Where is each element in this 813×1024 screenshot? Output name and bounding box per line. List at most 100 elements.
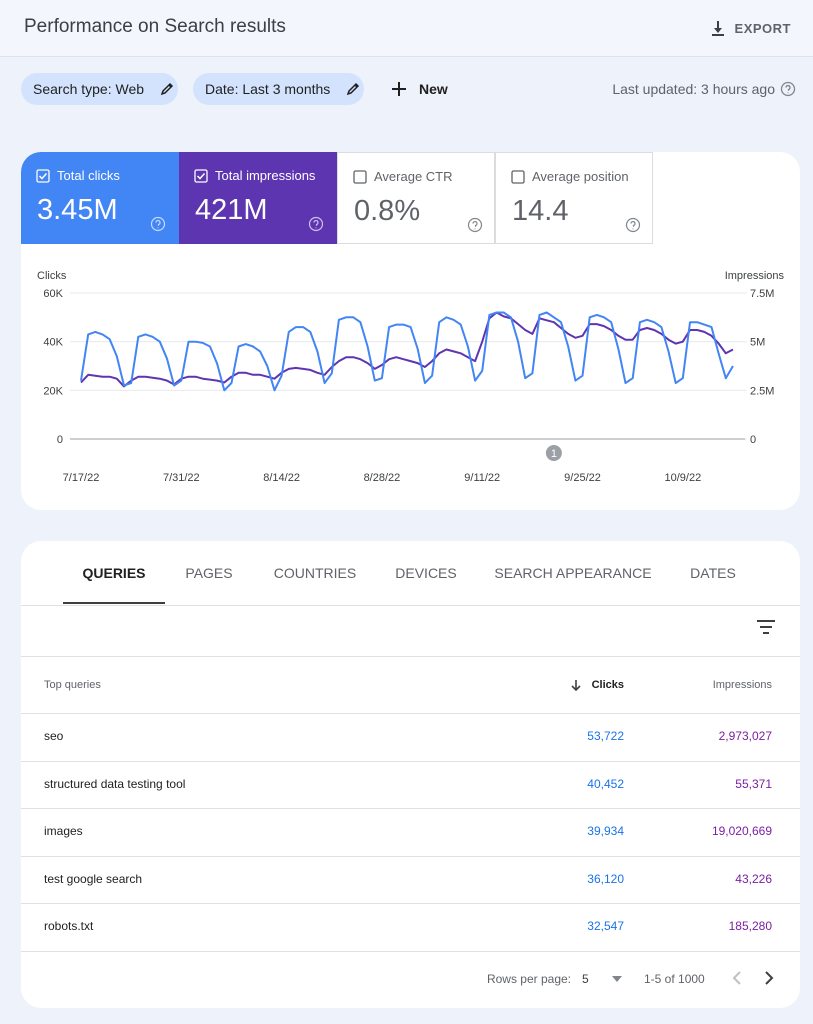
metric-label: Total impressions [215, 168, 316, 183]
help-circle [467, 217, 483, 233]
metric-label: Total clicks [57, 168, 120, 183]
divider [21, 855, 800, 857]
column-header[interactable]: Impressions [712, 679, 772, 691]
export-button[interactable]: EXPORT [734, 21, 791, 36]
divider [21, 656, 800, 657]
metric-value: 14.4 [512, 195, 569, 227]
dropdown-icon[interactable] [611, 975, 623, 983]
checkmark [38, 172, 48, 180]
series-line [80, 311, 734, 388]
metric-value: 3.45M [37, 194, 118, 226]
metric-label: Average position [532, 169, 629, 184]
help-icon[interactable] [467, 217, 483, 233]
page-title: Performance on Search results [24, 16, 286, 37]
metric-tile[interactable]: Average CTR 0.8% [337, 152, 495, 244]
checkbox[interactable] [194, 169, 208, 183]
checkbox-box [511, 170, 525, 184]
table-cell: 53,722 [587, 729, 624, 743]
x-tick-label: 7/31/22 [163, 472, 200, 484]
help-circle [625, 217, 641, 233]
table-cell: 55,371 [735, 776, 772, 791]
filter-chip[interactable]: Search type: Web [21, 73, 179, 105]
divider [21, 951, 800, 952]
page-range: 1-5 of 1000 [644, 972, 705, 986]
table-cell[interactable]: images [44, 824, 83, 839]
table-cell[interactable]: structured data testing tool [44, 776, 186, 791]
help-mark [630, 220, 636, 230]
next-page[interactable] [762, 970, 776, 986]
x-tick-label: 9/25/22 [564, 472, 601, 484]
help-mark [472, 220, 478, 230]
rows-per-page[interactable]: 5 [582, 972, 589, 986]
new-button[interactable]: New [419, 81, 448, 97]
x-tick-label: 9/11/22 [464, 472, 500, 484]
table-cell: 43,226 [735, 871, 772, 886]
filter-icon[interactable] [756, 618, 776, 636]
x-tick-label: 10/9/22 [664, 472, 701, 484]
y-tick-label: 20K [43, 385, 63, 397]
y2-tick-label: 2.5M [750, 385, 774, 397]
help-icon[interactable] [150, 216, 166, 232]
divider [21, 760, 800, 762]
plus-icon [392, 82, 406, 96]
table-cell: 19,020,669 [711, 824, 772, 839]
help-icon[interactable] [780, 81, 796, 97]
checkbox[interactable] [353, 170, 367, 184]
x-tick-label: 7/17/22 [63, 472, 100, 484]
prev-page[interactable] [730, 970, 744, 986]
divider [21, 713, 800, 714]
metric-value: 421M [195, 194, 268, 226]
checkbox-box [36, 169, 50, 183]
y2-axis-title: Impressions [725, 270, 785, 282]
divider [21, 808, 800, 810]
table-cell[interactable]: test google search [44, 871, 143, 886]
table-cell[interactable]: robots.txt [44, 919, 94, 934]
y-axis-title: Clicks [37, 270, 67, 282]
x-tick-label: 8/14/22 [263, 472, 300, 484]
metric-tile[interactable]: Total clicks 3.45M [21, 152, 179, 244]
checkbox[interactable] [36, 169, 50, 183]
metric-tile[interactable]: Total impressions 421M [179, 152, 337, 244]
tab[interactable]: COUNTRIES [273, 565, 357, 581]
table-card [21, 541, 800, 1008]
help-circle [150, 216, 166, 232]
last-updated: Last updated: 3 hours ago [612, 81, 775, 97]
tab[interactable]: DATES [690, 565, 736, 581]
x-tick-label: 8/28/22 [364, 472, 401, 484]
divider [21, 903, 800, 905]
help-icon[interactable] [308, 216, 324, 232]
divider [21, 605, 800, 606]
annotation-marker [545, 445, 562, 461]
y-tick-label: 40K [43, 337, 63, 349]
y2-tick-label: 0 [750, 434, 756, 446]
tab[interactable]: DEVICES [395, 565, 457, 581]
tab[interactable]: QUERIES [82, 565, 146, 581]
table-cell[interactable]: seo [44, 729, 64, 743]
table-cell: 40,452 [587, 776, 624, 791]
y2-tick-label: 7.5M [750, 288, 774, 300]
annotation-label: 1 [551, 448, 557, 460]
table-cell: 185,280 [728, 919, 772, 934]
checkbox[interactable] [511, 170, 525, 184]
metric-tile[interactable]: Average position 14.4 [495, 152, 653, 244]
y2-tick-label: 5M [750, 337, 765, 349]
chart: Clicks Impressions 0 20K 40K 60K 0 2.5M 5M 7.5M… [37, 270, 785, 484]
sort-icon[interactable] [569, 678, 583, 692]
download-icon [712, 21, 724, 36]
checkbox-box [353, 170, 367, 184]
tab[interactable]: SEARCH APPEARANCE [494, 565, 652, 581]
filter-chip[interactable]: Date: Last 3 months [193, 73, 365, 105]
column-header[interactable]: Clicks [591, 679, 624, 691]
help-circle [308, 216, 324, 232]
table-cell: 2,973,027 [718, 729, 772, 743]
series-line [80, 311, 734, 392]
checkbox-box [194, 169, 208, 183]
header: Performance on Search results EXPORT [0, 0, 813, 57]
help-icon[interactable] [625, 217, 641, 233]
tab[interactable]: PAGES [185, 565, 233, 581]
help-mark [313, 219, 319, 229]
checkmark [196, 172, 206, 180]
help-mark [155, 219, 161, 229]
metric-value: 0.8% [354, 195, 421, 227]
